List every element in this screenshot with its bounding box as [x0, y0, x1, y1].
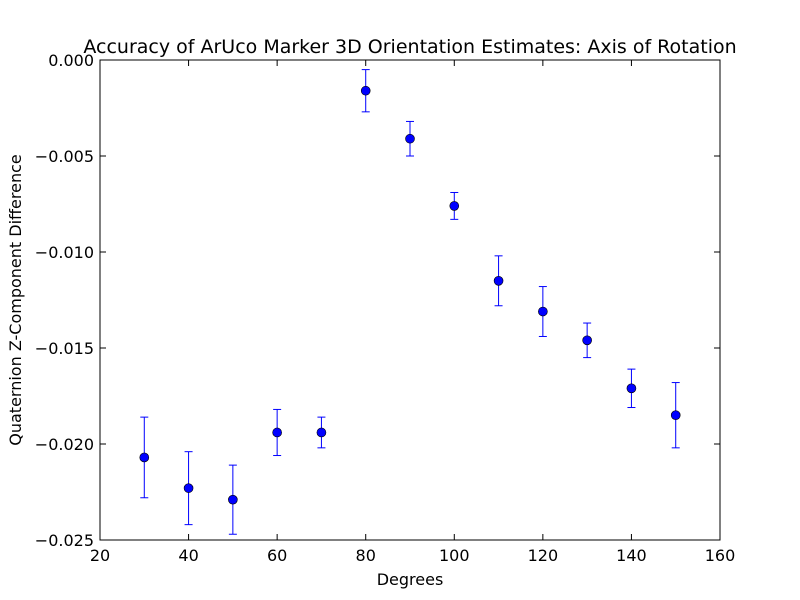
data-point [582, 335, 592, 346]
y-tick-label: −0.025 [35, 531, 94, 550]
data-point [360, 85, 371, 96]
data-point [538, 306, 548, 317]
x-tick-label: 80 [356, 546, 376, 565]
x-tick-label: 160 [705, 546, 736, 565]
x-tick-label: 100 [439, 546, 470, 565]
y-tick-label: −0.015 [35, 339, 94, 358]
y-tick-label: −0.020 [35, 435, 94, 454]
y-tick-label: −0.005 [35, 147, 94, 166]
data-point [670, 410, 681, 421]
x-tick-label: 40 [178, 546, 198, 565]
chart-title: Accuracy of ArUco Marker 3D Orientation … [83, 36, 736, 58]
y-tick-label: −0.010 [35, 243, 94, 262]
x-tick-label: 120 [528, 546, 559, 565]
axis-ticks: 20 40 60 80 100 120 140 160 0.000 −0.005 −0.010 −0.… [35, 51, 735, 565]
data-point [183, 483, 194, 493]
x-tick-label: 60 [267, 546, 287, 565]
y-tick-label: 0.000 [48, 51, 94, 70]
data-point [272, 427, 282, 438]
x-axis-label: Degrees [377, 570, 444, 589]
data-point [493, 275, 504, 286]
x-tick-label: 20 [90, 546, 110, 565]
x-tick-label: 140 [616, 546, 647, 565]
axes-frame [99, 59, 721, 541]
data-point [626, 383, 637, 394]
data-point [316, 427, 327, 438]
data-point [449, 201, 460, 211]
data-point [405, 133, 415, 144]
data-points [139, 85, 681, 505]
data-point [228, 494, 238, 505]
data-point [139, 452, 150, 463]
y-axis-label: Quaternion Z-Component Difference [6, 154, 25, 445]
axes-border [99, 59, 721, 541]
